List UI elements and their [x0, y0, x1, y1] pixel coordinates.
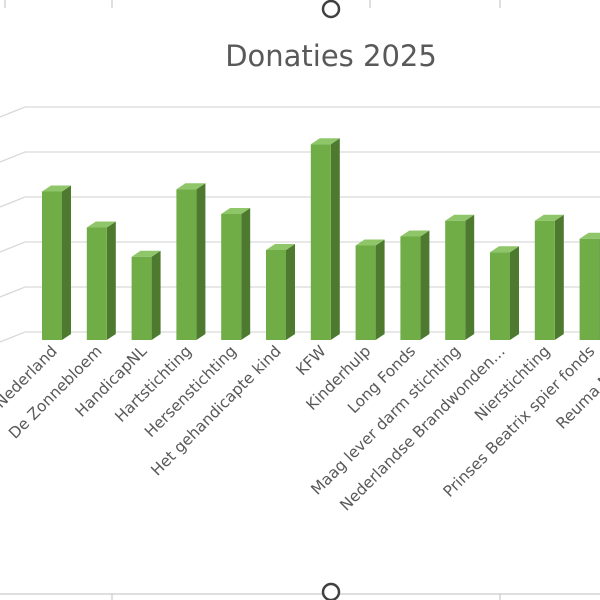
bar-top [42, 185, 71, 192]
bar-side [151, 250, 161, 340]
category-tick-label: Nederlandse Brandwonden… [336, 342, 508, 514]
bar [131, 250, 161, 340]
bar-top [579, 232, 600, 239]
gridline [0, 151, 600, 163]
bar-face [131, 256, 152, 340]
bar-face [490, 252, 510, 340]
resize-handle-bottom[interactable] [321, 582, 341, 600]
bar-face [86, 227, 107, 340]
bar-side [196, 183, 206, 340]
bar-face [42, 191, 62, 340]
bar-face [176, 189, 197, 340]
resize-handle-top[interactable] [321, 0, 341, 19]
bar-side [554, 214, 564, 340]
bar-side [241, 208, 251, 340]
bar [445, 214, 475, 340]
bar-side [286, 244, 295, 340]
bar-side [420, 230, 430, 340]
bar [534, 214, 564, 340]
bar [400, 230, 430, 340]
bar [42, 185, 71, 340]
bar [176, 183, 206, 340]
bar-side [510, 246, 519, 340]
bar-top [355, 239, 385, 246]
bar-top [221, 208, 251, 214]
bar-face [445, 220, 466, 340]
bar-side [375, 239, 385, 340]
bar-top [310, 138, 340, 145]
bar-top [534, 214, 564, 221]
category-tick-label: KFW [293, 342, 330, 379]
bar-face [266, 250, 286, 340]
gridline [0, 196, 600, 208]
bar [490, 246, 519, 340]
bar-side [330, 138, 340, 340]
bar [579, 232, 600, 340]
bar [86, 221, 116, 340]
gridline [0, 106, 600, 118]
bar-top [86, 221, 116, 228]
bar-side [465, 214, 475, 340]
bar-face [221, 214, 242, 340]
bar-top [445, 214, 475, 221]
bar-top [176, 183, 206, 190]
bar-top [131, 250, 161, 257]
bar-side [106, 221, 116, 340]
bars [42, 138, 600, 340]
bar-top [266, 244, 295, 250]
bar [266, 244, 295, 340]
bar-face [534, 220, 555, 340]
chart-title: Donaties 2025 [225, 39, 437, 73]
bar-face [400, 236, 421, 340]
bar [355, 239, 385, 340]
bar-top [400, 230, 430, 237]
bar-face [310, 144, 331, 340]
bar [310, 138, 340, 340]
bar-face [355, 245, 376, 340]
bar-top [490, 246, 519, 253]
bar [221, 208, 251, 340]
bar-side [62, 185, 71, 340]
bar-face [579, 238, 600, 340]
